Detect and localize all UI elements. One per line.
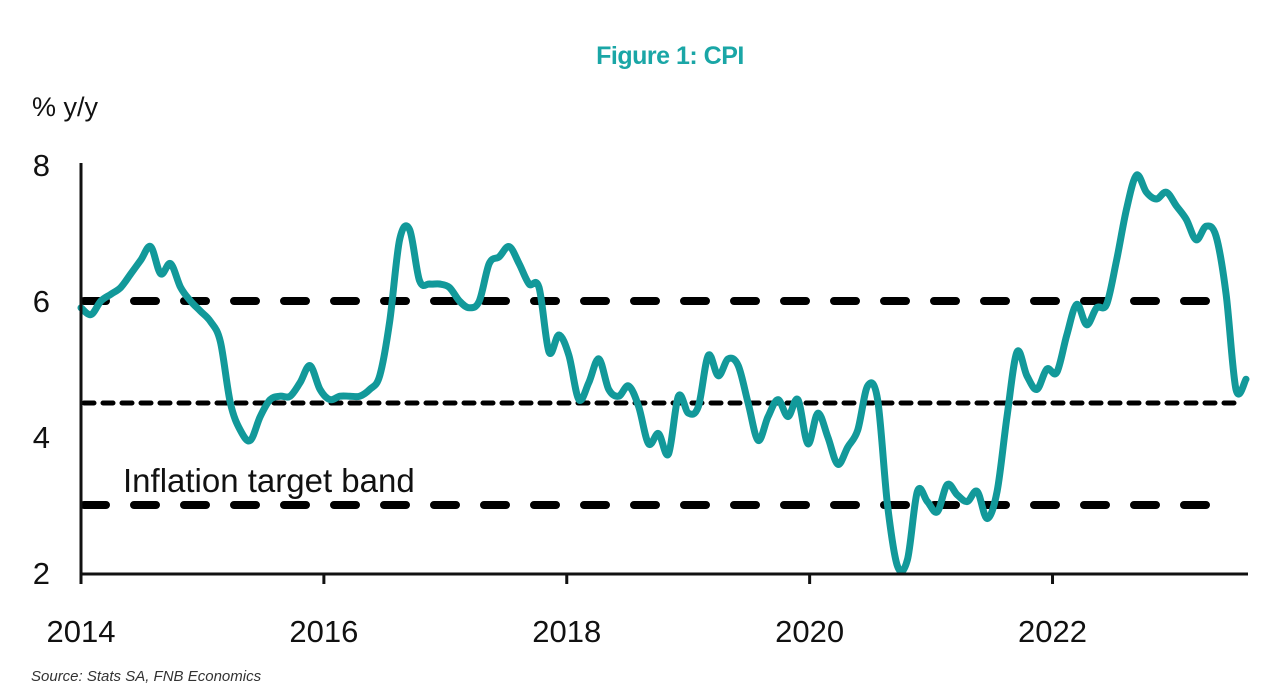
y-tick-label: 4 xyxy=(33,420,50,455)
annotation-inflation-target-band: Inflation target band xyxy=(123,462,415,499)
x-tick-label: 2020 xyxy=(775,614,844,649)
x-tick-label: 2022 xyxy=(1018,614,1087,649)
y-tick-label: 6 xyxy=(33,284,50,319)
x-tick-label: 2018 xyxy=(532,614,601,649)
y-axis-label: % y/y xyxy=(32,92,99,122)
series-line-cpi xyxy=(77,171,1250,575)
x-tick-label: 2014 xyxy=(47,614,116,649)
y-tick-label: 2 xyxy=(33,556,50,591)
source-note: Source: Stats SA, FNB Economics xyxy=(31,668,262,685)
y-tick-label: 8 xyxy=(33,148,50,183)
chart-title: Figure 1: CPI xyxy=(596,42,744,70)
x-tick-label: 2016 xyxy=(289,614,358,649)
